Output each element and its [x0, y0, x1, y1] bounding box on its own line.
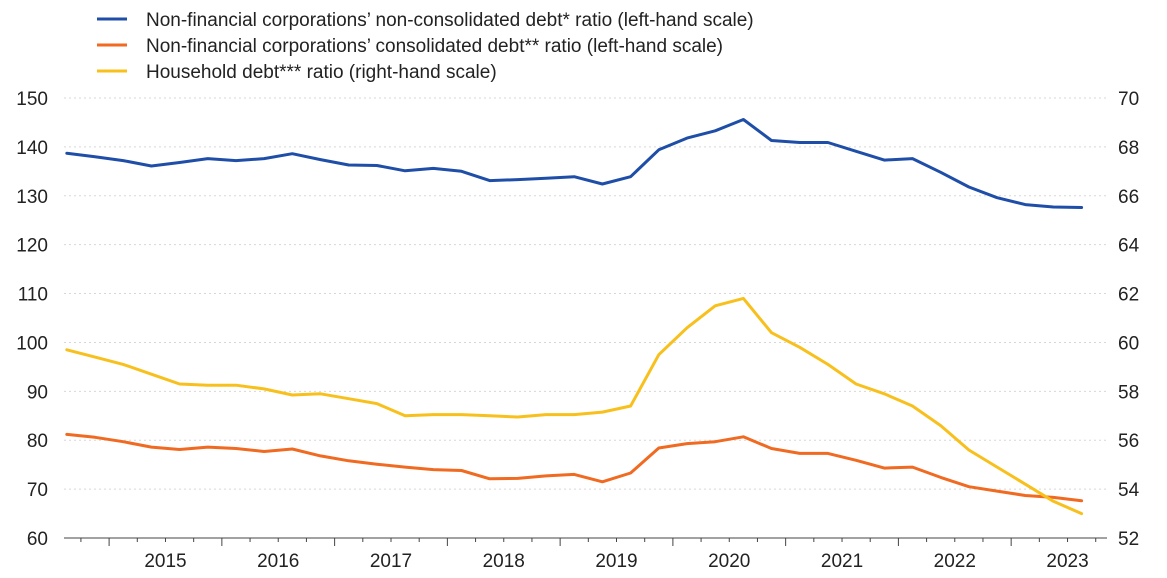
x-axis: 2015 2016 2017 2018 2019 2020 2021 2022 2023 [64, 537, 1107, 572]
legend: Non-financial corporations’ non-consolid… [97, 10, 754, 83]
y2-tick-label: 70 [1118, 89, 1139, 110]
y2-tick-label: 58 [1118, 382, 1139, 403]
gridlines [64, 97, 1107, 539]
x-tick-label: 2018 [483, 551, 525, 572]
y2-tick-label: 52 [1118, 529, 1139, 550]
y2-tick-label: 54 [1118, 480, 1140, 501]
y2-tick-label: 64 [1118, 236, 1140, 257]
y-tick-label: 130 [16, 187, 48, 208]
y-tick-label: 70 [27, 480, 48, 501]
x-tick-label: 2015 [144, 551, 186, 572]
x-tick-label: 2020 [708, 551, 750, 572]
legend-label: Household debt*** ratio (right-hand scal… [146, 62, 497, 83]
left-axis: 60 70 80 90 100 110 120 130 140 150 [16, 89, 48, 550]
x-tick-label: 2022 [934, 551, 976, 572]
x-tick-label: 2023 [1046, 551, 1088, 572]
series-line-3 [65, 296, 1084, 516]
series-line-2 [65, 432, 1084, 503]
y2-tick-label: 56 [1118, 431, 1139, 452]
y2-tick-label: 66 [1118, 187, 1139, 208]
x-tick-label: 2021 [821, 551, 863, 572]
x-tick-label: 2019 [595, 551, 637, 572]
y-tick-label: 110 [18, 285, 48, 306]
y-tick-label: 140 [16, 138, 48, 159]
y-tick-label: 60 [27, 529, 48, 550]
y-tick-label: 120 [16, 236, 48, 257]
y2-tick-label: 60 [1118, 333, 1139, 354]
legend-label: Non-financial corporations’ consolidated… [146, 36, 723, 57]
x-tick-label: 2017 [370, 551, 412, 572]
x-tick-label: 2016 [257, 551, 299, 572]
series-lines [65, 118, 1084, 516]
series-line-1 [65, 118, 1084, 209]
y-tick-label: 150 [16, 89, 48, 110]
y-tick-label: 100 [16, 333, 48, 354]
y-tick-label: 80 [27, 431, 48, 452]
y2-tick-label: 68 [1118, 138, 1139, 159]
right-axis: 52 54 56 58 60 62 64 66 68 70 [1118, 89, 1140, 550]
y2-tick-label: 62 [1118, 285, 1139, 306]
y-tick-label: 90 [27, 382, 48, 403]
legend-label: Non-financial corporations’ non-consolid… [146, 10, 754, 31]
